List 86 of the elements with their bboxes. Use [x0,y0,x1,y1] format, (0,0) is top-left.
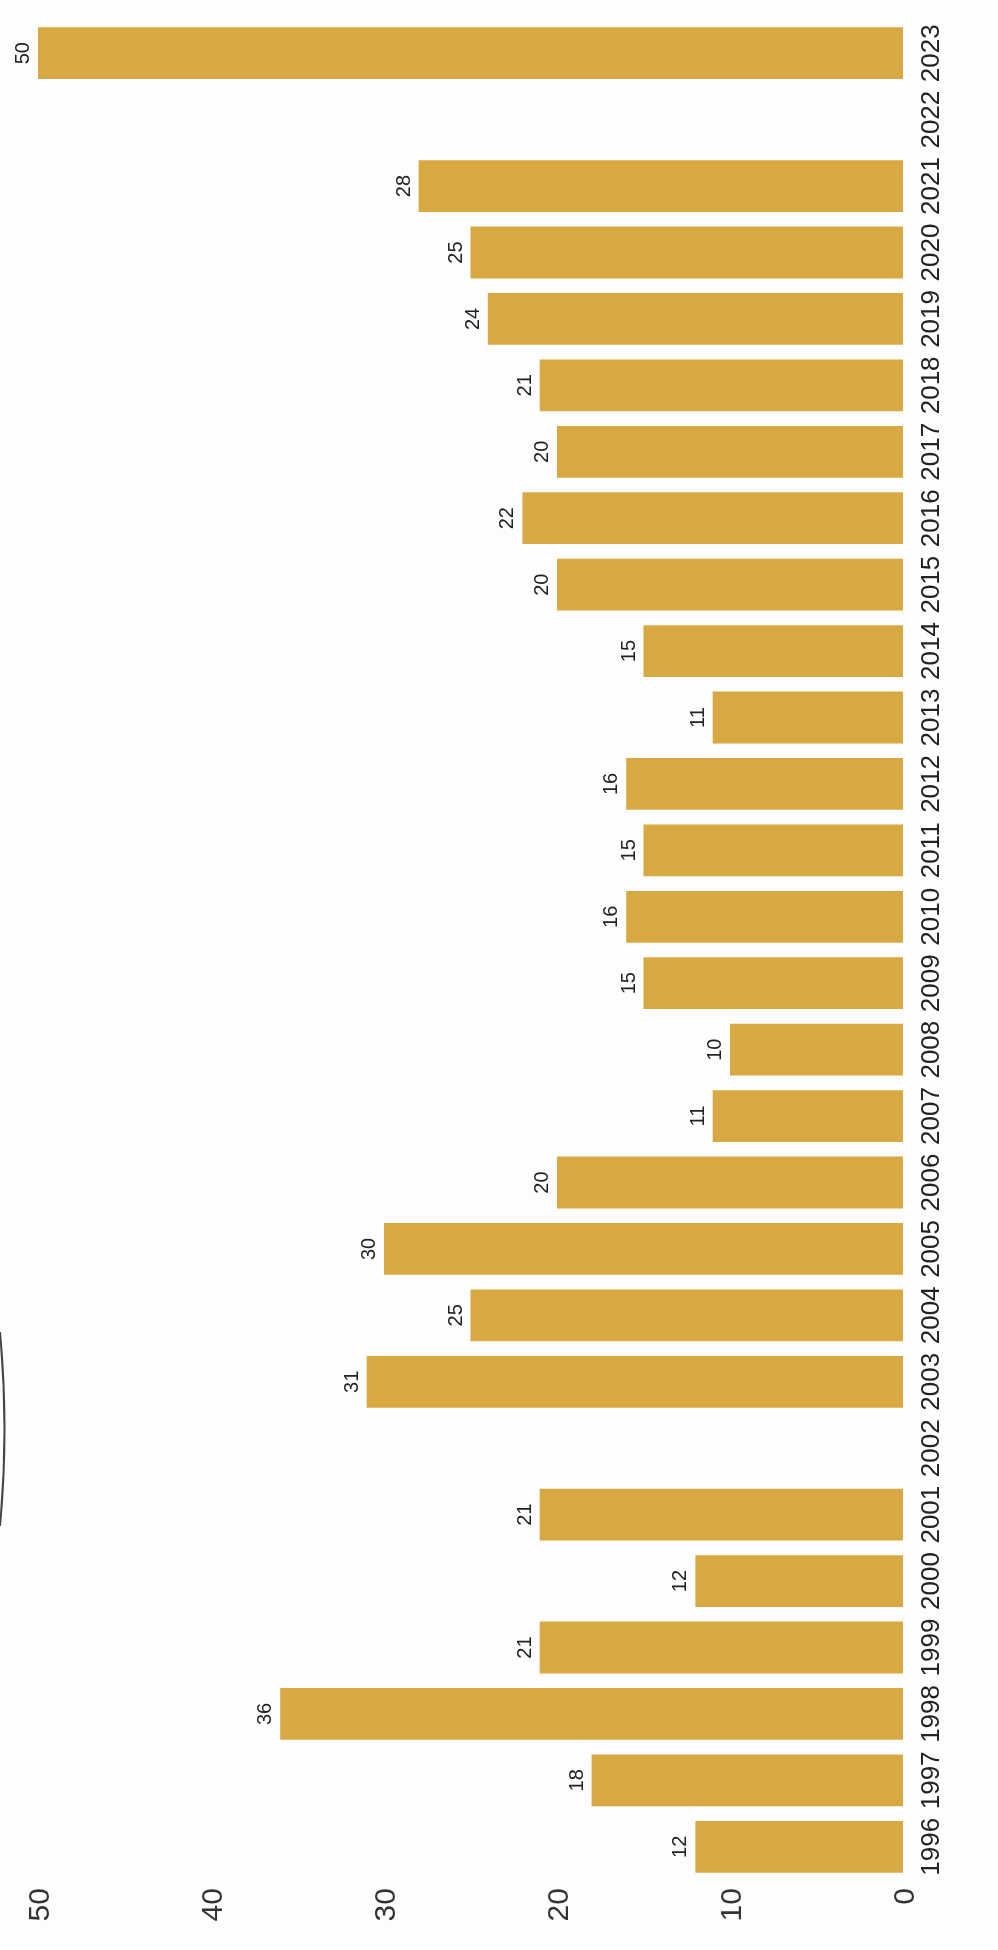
data-label: 21 [512,374,535,397]
bar [712,1090,903,1142]
bar [557,558,903,611]
y-tick-label: 1999 [915,1618,945,1677]
x-tick-label: 10 [713,1888,747,1922]
y-tick-label: 2004 [915,1286,945,1345]
data-label: 22 [495,507,518,530]
data-label: 20 [530,1171,552,1194]
data-label: 21 [512,1503,535,1526]
x-tick-label: 50 [21,1888,55,1922]
bar [626,890,903,943]
bar [695,1555,903,1607]
data-label: 15 [616,839,639,862]
y-tick-label: 2007 [915,1087,945,1145]
bar [539,359,903,412]
bar [470,1289,903,1342]
bar [643,824,903,877]
bar [418,160,903,212]
data-label: 20 [530,573,552,596]
data-label: 11 [685,1105,708,1127]
y-tick-label: 2006 [915,1153,945,1212]
y-tick-label: 2021 [915,157,945,215]
bar [643,957,903,1010]
bar [38,27,903,80]
y-tick-label: 2013 [915,688,945,747]
bar [366,1355,903,1408]
y-tick-label: 2001 [915,1485,945,1544]
data-label: 24 [460,307,483,331]
data-label: 12 [668,1835,691,1858]
y-tick-label: 2010 [915,887,945,946]
bar [487,293,903,345]
x-tick-label: 30 [367,1888,401,1922]
data-label: 25 [443,1304,466,1327]
data-label: 12 [668,1569,691,1593]
bar [280,1688,903,1740]
data-label: 16 [599,772,622,796]
bar [539,1621,903,1674]
bar [643,625,903,677]
bar [539,1488,903,1541]
y-tick-label: 2016 [915,489,945,548]
y-tick-label: 2020 [915,223,945,282]
data-label: 10 [703,1038,725,1061]
y-tick-label: 2011 [915,822,945,879]
bar [695,1820,903,1873]
data-label: 28 [391,174,414,198]
y-tick-label: 2000 [915,1552,945,1610]
bar [712,691,903,744]
bar [557,1156,903,1209]
data-label: 21 [512,1636,535,1659]
data-label: 30 [357,1237,379,1261]
data-label: 31 [339,1370,362,1393]
y-tick-label: 2023 [915,24,945,83]
y-tick-label: 1996 [915,1817,945,1876]
y-tick-label: 2002 [915,1419,945,1478]
y-tick-label: 2005 [915,1220,945,1278]
bar [384,1223,903,1275]
data-label: 15 [616,639,639,663]
bar [626,758,903,810]
x-tick-label: 0 [886,1888,920,1905]
bar [470,226,903,279]
y-tick-label: 2015 [915,555,945,614]
data-label: 18 [564,1769,587,1792]
y-tick-label: 1998 [915,1685,945,1743]
y-tick-label: 2003 [915,1352,945,1411]
y-tick-label: 2017 [915,422,945,481]
y-tick-label: 1997 [915,1751,945,1810]
x-tick-label: 40 [194,1888,228,1922]
bar [557,425,903,478]
y-tick-label: 2008 [915,1020,945,1079]
x-tick-label: 20 [540,1888,574,1922]
y-tick-label: 2018 [915,356,945,415]
y-tick-label: 2022 [915,90,945,149]
bar [730,1023,903,1076]
data-label: 25 [443,241,466,264]
bar [522,492,903,545]
data-label: 16 [599,905,622,928]
data-label: 11 [685,707,708,728]
data-label: 50 [11,42,33,65]
y-tick-label: 2009 [915,954,945,1013]
y-tick-label: 2014 [915,622,945,680]
data-label: 20 [530,440,552,463]
y-tick-label: 2012 [915,755,945,813]
y-tick-label: 2019 [915,290,945,348]
data-label: 15 [616,972,639,995]
bar [591,1754,903,1807]
data-label: 36 [253,1702,276,1726]
